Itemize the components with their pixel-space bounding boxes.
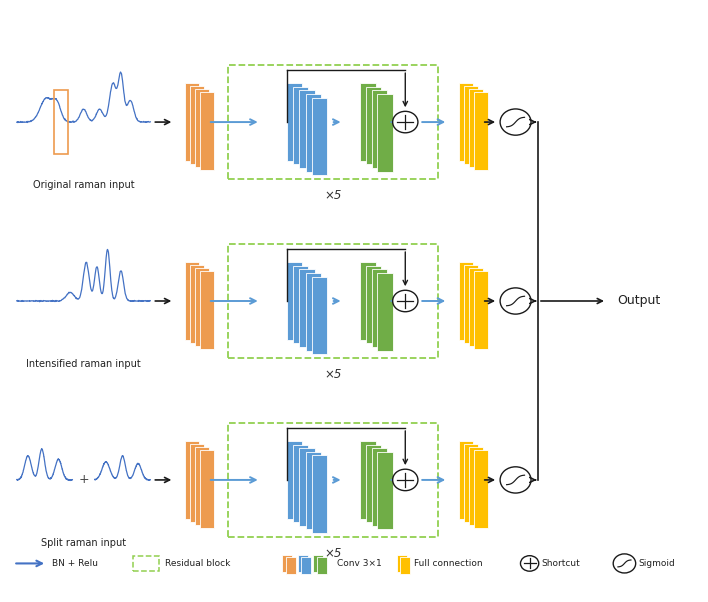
Text: Shortcut: Shortcut bbox=[542, 559, 581, 568]
FancyBboxPatch shape bbox=[302, 557, 311, 574]
FancyBboxPatch shape bbox=[286, 557, 296, 574]
Text: Intensified raman input: Intensified raman input bbox=[26, 359, 141, 369]
FancyBboxPatch shape bbox=[190, 265, 205, 343]
FancyBboxPatch shape bbox=[474, 92, 489, 170]
FancyBboxPatch shape bbox=[400, 557, 410, 574]
Text: Conv 3×1: Conv 3×1 bbox=[337, 559, 382, 568]
Text: ×5: ×5 bbox=[324, 368, 342, 382]
FancyBboxPatch shape bbox=[287, 83, 302, 161]
FancyBboxPatch shape bbox=[474, 450, 489, 527]
FancyBboxPatch shape bbox=[293, 266, 309, 343]
FancyBboxPatch shape bbox=[469, 447, 484, 525]
FancyBboxPatch shape bbox=[377, 94, 393, 172]
Bar bbox=[55, 90, 67, 154]
FancyBboxPatch shape bbox=[200, 271, 215, 349]
FancyBboxPatch shape bbox=[313, 555, 323, 572]
FancyBboxPatch shape bbox=[474, 271, 489, 349]
FancyBboxPatch shape bbox=[360, 262, 376, 340]
FancyBboxPatch shape bbox=[366, 445, 382, 523]
FancyBboxPatch shape bbox=[190, 444, 205, 522]
Text: ×5: ×5 bbox=[324, 547, 342, 560]
FancyBboxPatch shape bbox=[306, 273, 321, 350]
FancyBboxPatch shape bbox=[312, 456, 327, 533]
Text: Original raman input: Original raman input bbox=[33, 180, 135, 190]
FancyBboxPatch shape bbox=[190, 86, 205, 164]
Text: Residual block: Residual block bbox=[165, 559, 230, 568]
Text: BN + Relu: BN + Relu bbox=[52, 559, 98, 568]
FancyBboxPatch shape bbox=[372, 448, 387, 526]
FancyBboxPatch shape bbox=[287, 262, 302, 340]
Text: Split raman input: Split raman input bbox=[41, 538, 126, 548]
FancyBboxPatch shape bbox=[185, 83, 200, 161]
Text: Full connection: Full connection bbox=[414, 559, 483, 568]
FancyBboxPatch shape bbox=[298, 555, 308, 572]
FancyBboxPatch shape bbox=[366, 266, 382, 343]
FancyBboxPatch shape bbox=[306, 94, 321, 172]
FancyBboxPatch shape bbox=[372, 90, 387, 168]
FancyBboxPatch shape bbox=[459, 83, 474, 161]
FancyBboxPatch shape bbox=[195, 268, 210, 346]
FancyBboxPatch shape bbox=[312, 276, 327, 354]
FancyBboxPatch shape bbox=[299, 448, 314, 526]
FancyBboxPatch shape bbox=[360, 441, 376, 519]
FancyBboxPatch shape bbox=[293, 87, 309, 164]
FancyBboxPatch shape bbox=[372, 269, 387, 347]
FancyBboxPatch shape bbox=[469, 89, 484, 167]
FancyBboxPatch shape bbox=[459, 441, 474, 519]
FancyBboxPatch shape bbox=[397, 555, 406, 572]
FancyBboxPatch shape bbox=[200, 450, 215, 527]
FancyBboxPatch shape bbox=[282, 555, 292, 572]
FancyBboxPatch shape bbox=[306, 452, 321, 529]
FancyBboxPatch shape bbox=[366, 87, 382, 164]
FancyBboxPatch shape bbox=[185, 441, 200, 519]
FancyBboxPatch shape bbox=[195, 447, 210, 525]
Text: ×5: ×5 bbox=[324, 190, 342, 202]
FancyBboxPatch shape bbox=[185, 262, 200, 340]
FancyBboxPatch shape bbox=[464, 265, 479, 343]
FancyBboxPatch shape bbox=[299, 269, 314, 347]
FancyBboxPatch shape bbox=[200, 92, 215, 170]
FancyBboxPatch shape bbox=[293, 445, 309, 523]
FancyBboxPatch shape bbox=[195, 89, 210, 167]
FancyBboxPatch shape bbox=[377, 273, 393, 350]
FancyBboxPatch shape bbox=[287, 441, 302, 519]
FancyBboxPatch shape bbox=[316, 557, 326, 574]
FancyBboxPatch shape bbox=[360, 83, 376, 161]
FancyBboxPatch shape bbox=[377, 452, 393, 529]
FancyBboxPatch shape bbox=[312, 98, 327, 175]
FancyBboxPatch shape bbox=[459, 262, 474, 340]
FancyBboxPatch shape bbox=[299, 90, 314, 168]
Text: Sigmoid: Sigmoid bbox=[639, 559, 675, 568]
Text: Output: Output bbox=[617, 294, 661, 308]
FancyBboxPatch shape bbox=[464, 86, 479, 164]
FancyBboxPatch shape bbox=[469, 268, 484, 346]
FancyBboxPatch shape bbox=[464, 444, 479, 522]
Text: +: + bbox=[79, 473, 89, 486]
